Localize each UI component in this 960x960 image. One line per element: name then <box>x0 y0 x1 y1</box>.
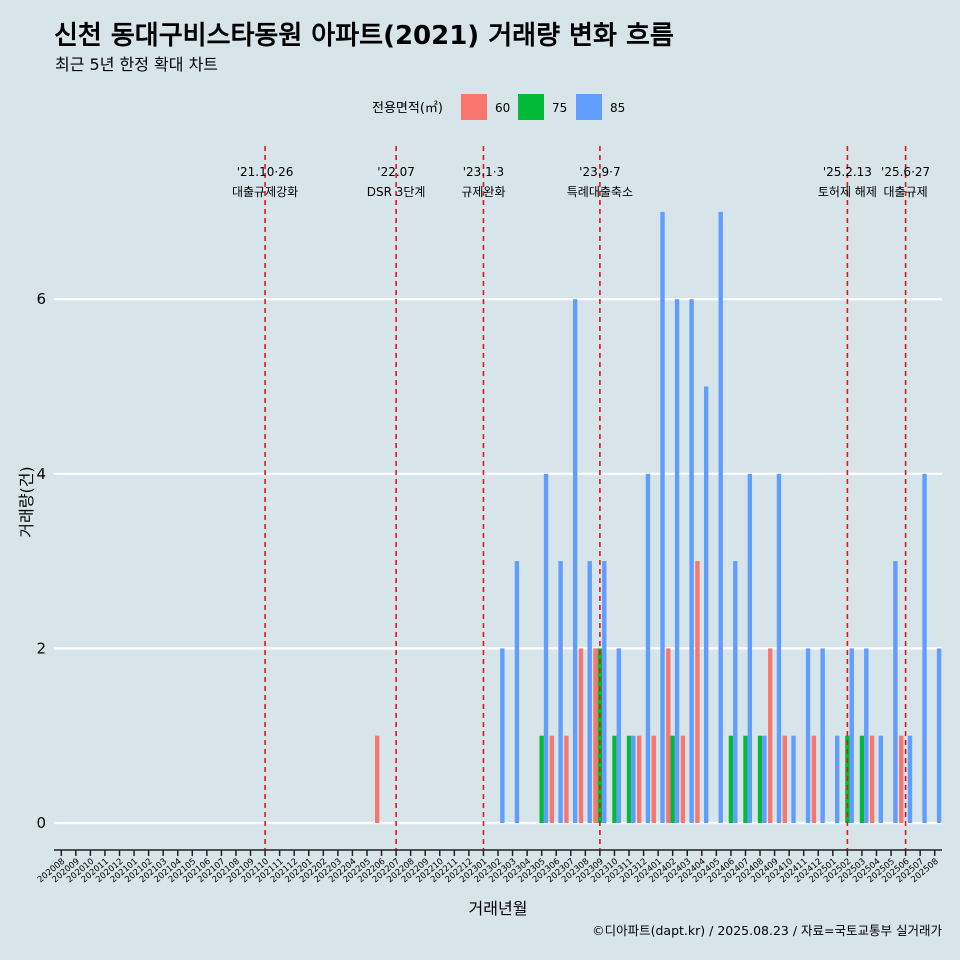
bar-60-202404 <box>695 561 700 823</box>
bar-60-202504 <box>869 735 875 823</box>
bar-60-202309 <box>593 648 598 823</box>
bar-85-202408 <box>762 735 767 823</box>
bar-85-202507 <box>922 473 927 823</box>
bar-60-202410 <box>782 735 787 823</box>
bar-85-202508 <box>936 648 942 823</box>
bar-85-202506 <box>907 735 913 823</box>
bar-60-202403 <box>680 735 686 823</box>
bar-85-202403 <box>689 299 694 823</box>
bar-85-202411 <box>805 648 811 823</box>
event-date: '25.6·27 <box>881 165 930 179</box>
x-axis: 2020082020092020102020112020122021012021… <box>36 849 942 885</box>
bar-60-202312 <box>637 735 642 823</box>
x-axis-title: 거래년월 <box>469 899 528 918</box>
bar-75-202402 <box>670 735 675 823</box>
bar-85-202303 <box>514 561 520 823</box>
bar-75-202408 <box>757 735 763 823</box>
event-date: '23.9·7 <box>579 165 620 179</box>
bar-85-202311 <box>631 735 636 823</box>
bar-60-202306 <box>549 735 555 823</box>
event-label: 대출규제강화 <box>232 185 298 199</box>
bar-85-202409 <box>776 473 782 823</box>
bar-85-202307 <box>572 299 578 823</box>
bar-75-202503 <box>859 735 865 823</box>
event-date: '23.1·3 <box>463 165 504 179</box>
bar-85-202504 <box>878 735 884 823</box>
bar-60-202402 <box>666 648 671 823</box>
bar-75-202305 <box>539 735 544 823</box>
legend-label: 60 <box>495 101 510 115</box>
event-label: 토허제 해제 <box>818 185 877 199</box>
y-tick-label: 4 <box>36 465 46 483</box>
bar-85-202309 <box>602 561 607 823</box>
bar-75-202406 <box>728 735 734 823</box>
bar-85-202401 <box>660 211 665 823</box>
legend-swatch <box>461 94 487 120</box>
legend-swatch <box>518 94 544 120</box>
chart-title: 신천 동대구비스타동원 아파트(2021) 거래량 변화 흐름 <box>54 21 674 51</box>
bar-60-202308 <box>578 648 584 823</box>
bar-85-202310 <box>616 648 622 823</box>
bar-60-202206 <box>374 735 380 823</box>
caption: ©디아파트(dapt.kr) / 2025.08.23 / 자료=국토교통부 실… <box>592 923 942 938</box>
bar-85-202402 <box>674 299 680 823</box>
bar-60-202307 <box>564 735 569 823</box>
bar-60-202412 <box>811 735 817 823</box>
bar-85-202501 <box>835 735 840 823</box>
chart-subtitle: 최근 5년 한정 확대 차트 <box>55 55 218 74</box>
bar-85-202306 <box>558 561 563 823</box>
event-label: 규제완화 <box>461 185 505 199</box>
event-markers: '21.10·26 대출규제강화 '22.07 DSR 3단계 '23.1·3 규제완화 '… <box>232 146 930 850</box>
legend-title: 전용면적(㎡) <box>372 101 443 116</box>
event-label: 특례대출축소 <box>567 185 633 199</box>
event-label: DSR 3단계 <box>367 185 426 199</box>
bar-75-202311 <box>626 735 632 823</box>
y-axis-title: 거래량(건) <box>17 466 36 537</box>
legend: 전용면적(㎡) 60 75 85 <box>372 94 625 120</box>
bar-85-202503 <box>864 648 869 823</box>
bar-60-202409 <box>768 648 773 823</box>
bar-85-202406 <box>733 561 738 823</box>
bar-60-202401 <box>651 735 656 823</box>
bar-85-202407 <box>747 473 753 823</box>
event-date: '21.10·26 <box>237 165 294 179</box>
y-tick-label: 0 <box>36 814 46 832</box>
event-date: '25.2.13 <box>823 165 872 179</box>
bar-85-202405 <box>718 211 723 823</box>
bar-85-202502 <box>849 648 854 823</box>
legend-label: 85 <box>610 101 625 115</box>
legend-label: 75 <box>552 101 567 115</box>
bar-85-202308 <box>587 561 592 823</box>
bar-85-202410 <box>791 735 796 823</box>
legend-swatch <box>576 94 602 120</box>
y-tick-label: 2 <box>36 639 46 657</box>
bar-60-202506 <box>899 735 904 823</box>
bar-85-202302 <box>500 648 505 823</box>
bar-75-202310 <box>612 735 617 823</box>
bar-85-202412 <box>820 648 825 823</box>
event-label: 대출규제 <box>884 185 928 199</box>
bar-85-202312 <box>645 473 651 823</box>
bar-85-202505 <box>893 561 898 823</box>
y-axis-ticks: 0 2 4 6 <box>36 290 46 832</box>
bar-85-202305 <box>543 473 549 823</box>
event-date: '22.07 <box>377 165 415 179</box>
bar-75-202407 <box>743 735 748 823</box>
bars <box>374 211 942 823</box>
bar-85-202404 <box>703 386 709 823</box>
y-tick-label: 6 <box>36 290 46 308</box>
